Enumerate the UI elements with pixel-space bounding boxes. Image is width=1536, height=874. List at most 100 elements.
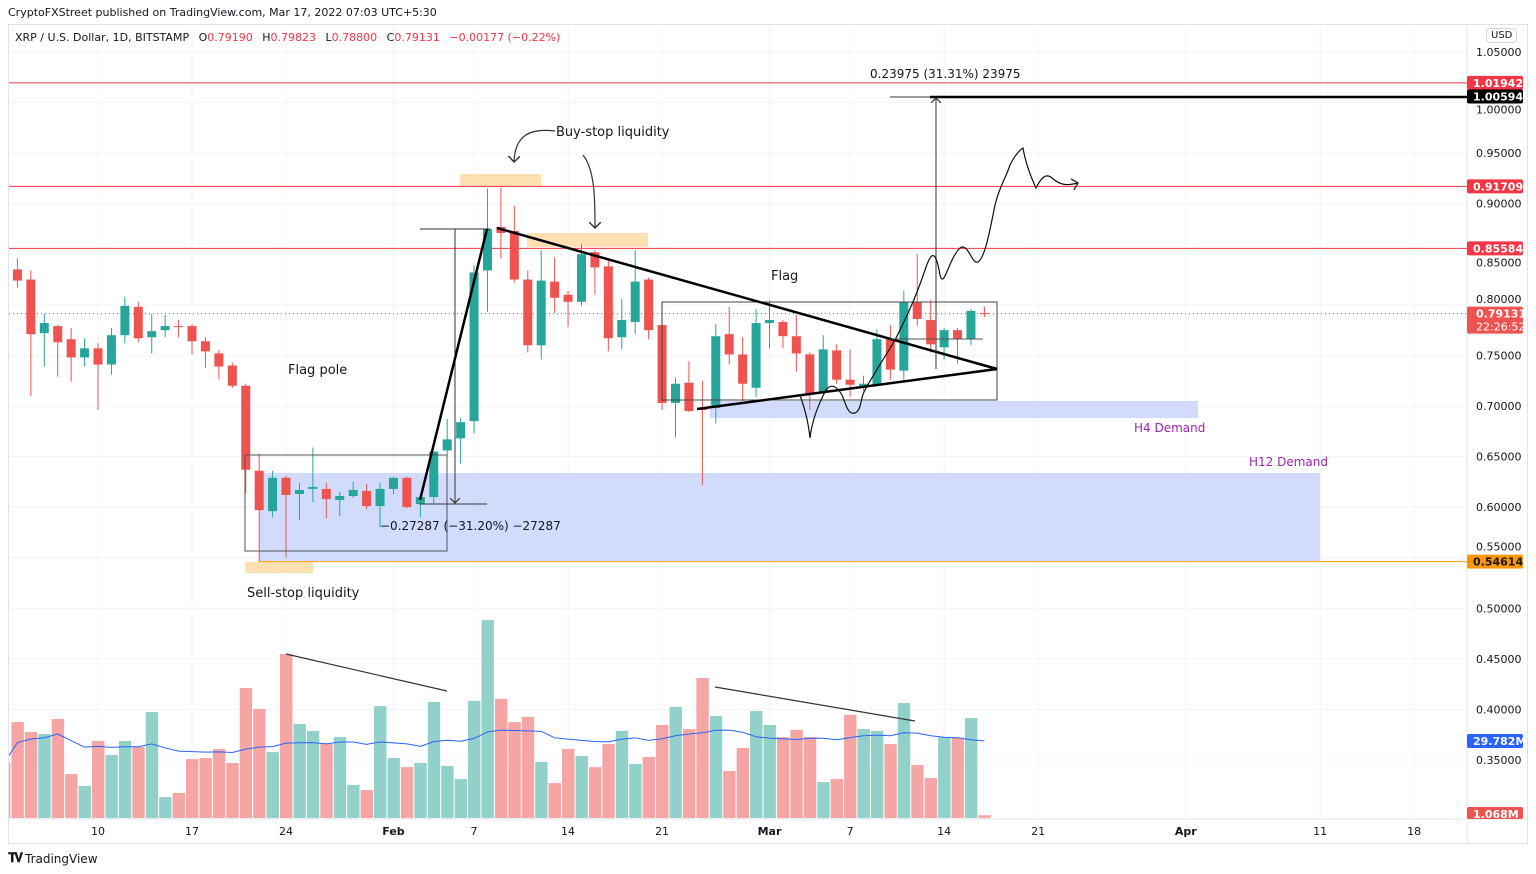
high-value: 0.79823 xyxy=(270,31,317,44)
time-tick-label: 21 xyxy=(1031,825,1045,838)
candle-body xyxy=(778,322,788,337)
candle-body xyxy=(966,310,976,340)
time-tick-label: 18 xyxy=(1407,825,1421,838)
price-tick-label: 0.45000 xyxy=(1476,653,1522,666)
volume-bar xyxy=(145,712,159,818)
candle-body xyxy=(832,350,842,380)
candle-body xyxy=(576,254,586,302)
candle-body xyxy=(227,365,237,386)
candle-body xyxy=(66,339,76,358)
tradingview-logo[interactable]: 𝐓𝐕 TradingView xyxy=(8,851,98,866)
candle-body xyxy=(630,281,640,323)
volume-bar xyxy=(9,762,11,818)
candle-body xyxy=(241,385,251,470)
volume-bar xyxy=(803,737,817,818)
candle-body xyxy=(214,353,224,367)
volume-bar xyxy=(790,729,803,818)
sell-stop-label: Sell-stop liquidity xyxy=(247,586,360,601)
volume-bar xyxy=(870,730,884,818)
volume-bar xyxy=(642,757,656,818)
price-tick-label: 0.95000 xyxy=(1476,147,1522,160)
volume-bar xyxy=(669,706,682,818)
level-badge-1.00594-text: 1.00594 xyxy=(1473,91,1523,104)
flag-label: Flag xyxy=(771,269,798,284)
time-tick-label: Feb xyxy=(382,825,405,838)
candle-body xyxy=(53,326,63,343)
level-badge-0.54614 xyxy=(1467,554,1523,569)
sell-stop-liquidity-zone xyxy=(245,562,313,573)
volume-bar xyxy=(199,758,212,818)
time-tick-label: Mar xyxy=(758,825,782,838)
time-tick-label: 10 xyxy=(91,825,105,838)
time-axis[interactable]: 10 17 24 Feb 7 14 21 Mar 7 14 21 Apr 11 18 xyxy=(91,825,1421,838)
candle-body xyxy=(899,301,909,371)
volume-bar xyxy=(468,700,481,818)
candle-body xyxy=(859,383,869,386)
buy-stop-liquidity-zone-2 xyxy=(527,233,648,247)
level-badge-0.85584-text: 0.85584 xyxy=(1473,242,1523,255)
candle-body xyxy=(563,294,573,302)
volume-bar xyxy=(897,703,911,818)
volume-bar xyxy=(414,762,427,818)
candle-body xyxy=(711,336,721,409)
time-tick-label: 11 xyxy=(1313,825,1327,838)
volume-bar xyxy=(857,729,870,818)
flag-box xyxy=(661,301,998,401)
flag-upper-trendline xyxy=(496,226,998,371)
volume-bar xyxy=(763,724,776,818)
volume-ma-line xyxy=(9,729,985,757)
candle-body xyxy=(362,490,372,507)
volume-bar xyxy=(911,765,924,818)
candle-body xyxy=(133,306,143,339)
level-badge-1.01942-text: 1.01942 xyxy=(1473,77,1523,90)
last-volume-badge-text: 1.068M xyxy=(1473,808,1519,821)
price-tick-label: 0.35000 xyxy=(1476,754,1522,767)
candle-body xyxy=(684,382,694,412)
symbol-name: XRP / U.S. Dollar, 1D, BITSTAMP xyxy=(15,31,190,44)
candle-body xyxy=(791,336,801,354)
candle-body xyxy=(953,330,963,340)
volume-bar xyxy=(427,701,441,818)
candle-body xyxy=(818,349,828,393)
candle-body xyxy=(308,486,318,489)
candle-body xyxy=(348,489,358,497)
candle-body xyxy=(509,231,519,280)
price-tick-label: 0.50000 xyxy=(1476,602,1522,615)
candle-body xyxy=(885,339,895,370)
candle-body xyxy=(0,255,9,270)
level-badge-0.85584 xyxy=(1467,241,1523,256)
flag-pole-box xyxy=(244,454,448,552)
candle-body xyxy=(254,470,264,511)
symbol-legend: XRP / U.S. Dollar, 1D, BITSTAMP O0.79190… xyxy=(15,31,560,44)
volume-bar xyxy=(320,744,333,818)
time-tick-label: 14 xyxy=(561,825,575,838)
volume-divergence-line-1 xyxy=(285,653,448,692)
candle-body xyxy=(281,477,291,495)
price-tick-label: 0.55000 xyxy=(1476,541,1522,554)
volume-bar xyxy=(306,730,320,818)
price-tick-label: 0.65000 xyxy=(1476,451,1522,464)
level-badge-0.91709 xyxy=(1467,179,1523,194)
candle-body xyxy=(93,348,103,365)
price-tick-label: 0.40000 xyxy=(1476,703,1522,716)
volume-bar xyxy=(978,815,991,818)
time-tick-label: 24 xyxy=(279,825,293,838)
time-tick-label: 21 xyxy=(655,825,669,838)
volume-bar xyxy=(239,688,253,818)
volume-bar xyxy=(293,723,306,818)
high-label: H xyxy=(262,31,271,44)
candle-body xyxy=(160,326,170,331)
low-label: L xyxy=(325,31,332,44)
volume-bar xyxy=(11,722,24,818)
volume-bar xyxy=(776,737,790,818)
candle-body xyxy=(603,266,613,339)
price-axis[interactable]: 1.05000 1.00000 0.95000 0.90000 0.85000 0.800… xyxy=(1476,46,1522,767)
currency-button[interactable]: USD xyxy=(1486,28,1518,43)
candle-body xyxy=(415,497,425,505)
volume-bar xyxy=(951,737,964,818)
volume-bar xyxy=(38,734,51,818)
flag-pole-line xyxy=(418,228,489,501)
volume-bar xyxy=(602,744,615,818)
price-tick-label: 0.70000 xyxy=(1476,400,1522,413)
